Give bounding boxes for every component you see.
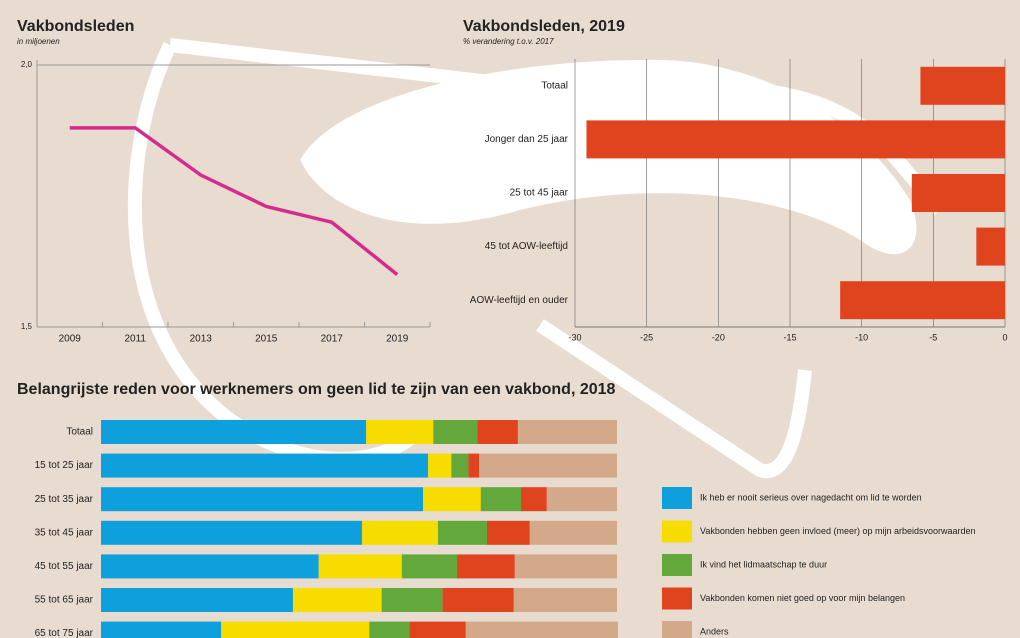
- bar-segment: [422, 487, 481, 512]
- bar-segment: [479, 453, 617, 478]
- bar-segment: [369, 621, 410, 638]
- bar: [976, 227, 1005, 266]
- legend-label: Ik vind het lidmaatschap te duur: [700, 559, 827, 569]
- x-tick-label: -30: [568, 332, 581, 342]
- bar-segment: [457, 554, 515, 579]
- bar-segment: [101, 520, 363, 545]
- x-tick-label: 2019: [386, 334, 409, 345]
- bar: [586, 120, 1005, 159]
- category-label: 35 tot 45 jaar: [35, 527, 94, 538]
- bar-segment: [221, 621, 370, 638]
- bar-segment: [409, 621, 466, 638]
- legend-label: Anders: [700, 626, 729, 636]
- line: [69, 126, 399, 276]
- bar-segment: [381, 588, 443, 612]
- x-tick-label: 2015: [255, 334, 278, 345]
- bar-segment: [517, 420, 617, 444]
- bar-segment: [468, 453, 480, 478]
- bar-segment: [366, 420, 434, 444]
- bar-segment: [480, 487, 522, 512]
- bar-segment: [318, 554, 402, 579]
- bar-segment: [428, 453, 452, 478]
- x-tick-label: 2009: [59, 334, 82, 345]
- bar-segment: [292, 588, 382, 612]
- legend-swatch: [662, 554, 692, 576]
- category-label: 45 tot 55 jaar: [35, 561, 94, 572]
- bar-segment: [101, 588, 293, 612]
- decor-curve: [536, 319, 812, 479]
- category-label: 45 tot AOW-leeftijd: [485, 241, 568, 252]
- legend-swatch: [662, 621, 692, 638]
- bar-segment: [451, 453, 469, 478]
- bar-segment: [101, 621, 222, 638]
- chart-subtitle: % verandering t.o.v. 2017: [463, 37, 554, 46]
- legend-swatch: [662, 520, 692, 543]
- bar: [920, 66, 1005, 105]
- category-label: Totaal: [66, 427, 93, 438]
- x-tick-label: 2011: [124, 334, 146, 345]
- bar-segment: [546, 487, 617, 512]
- x-tick-label: 2013: [190, 334, 213, 345]
- bar-segment: [529, 520, 617, 545]
- x-tick-label: -20: [712, 332, 725, 342]
- bar-segment: [486, 520, 530, 545]
- bar-segment: [101, 453, 429, 478]
- bar-segment: [101, 420, 367, 444]
- bar-segment: [477, 420, 518, 444]
- legend-label: Vakbonden komen niet goed op voor mijn b…: [700, 593, 905, 603]
- bar-segment: [401, 554, 458, 579]
- chart-title: Belangrijste reden voor werknemers om ge…: [17, 381, 616, 398]
- category-label: 65 tot 75 jaar: [35, 628, 94, 638]
- category-label: 25 tot 45 jaar: [510, 188, 569, 199]
- category-label: Jonger dan 25 jaar: [485, 134, 569, 145]
- category-label: 25 tot 35 jaar: [35, 494, 94, 505]
- chart-title: Vakbondsleden, 2019: [463, 18, 625, 35]
- bar-segment: [101, 487, 423, 512]
- x-tick-label: -25: [640, 332, 653, 342]
- category-label: 55 tot 65 jaar: [35, 595, 94, 606]
- x-tick-label: -10: [855, 332, 868, 342]
- bar-segment: [514, 554, 617, 579]
- y-tick-label: 2,0: [21, 60, 33, 69]
- x-tick-label: -15: [783, 332, 796, 342]
- x-tick-label: 0: [1002, 332, 1007, 342]
- category-label: Totaal: [541, 80, 568, 91]
- bar-segment: [513, 588, 617, 612]
- bar-segment: [521, 487, 547, 512]
- bar: [911, 174, 1005, 212]
- bar: [840, 281, 1005, 320]
- x-tick-label: -5: [929, 332, 937, 342]
- bar-segment: [437, 520, 487, 545]
- chart-subtitle: in miljoenen: [17, 37, 60, 46]
- bar-segment: [362, 520, 438, 545]
- y-tick-label: 1,5: [21, 322, 33, 331]
- legend-swatch: [662, 587, 692, 610]
- category-label: AOW-leeftijd en ouder: [470, 295, 569, 306]
- legend-label: Vakbonden hebben geen invloed (meer) op …: [700, 526, 976, 536]
- bar-segment: [101, 554, 319, 579]
- legend-label: Ik heb er nooit serieus over nagedacht o…: [700, 492, 922, 502]
- bar-segment: [442, 588, 514, 612]
- category-label: 15 tot 25 jaar: [35, 460, 94, 471]
- legend-swatch: [662, 487, 692, 509]
- bar-segment: [433, 420, 478, 444]
- x-tick-label: 2017: [321, 334, 344, 345]
- bar-segment: [465, 621, 619, 638]
- chart-title: Vakbondsleden: [17, 18, 134, 35]
